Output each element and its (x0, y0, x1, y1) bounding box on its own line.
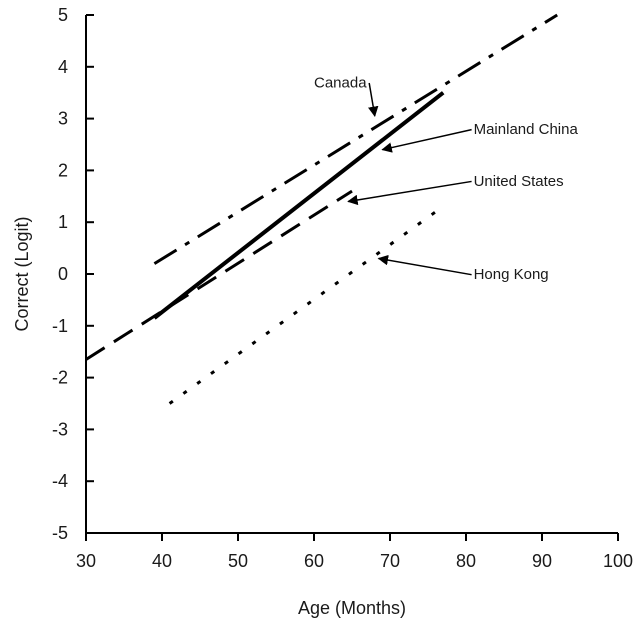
y-axis-title: Correct (Logit) (12, 216, 32, 331)
y-tick-label: 4 (58, 57, 68, 77)
x-tick-label: 60 (304, 551, 324, 571)
x-tick-label: 100 (603, 551, 633, 571)
series-arrow-hong-kong (377, 254, 472, 276)
y-tick-label: -5 (52, 523, 68, 543)
y-tick-label: -1 (52, 316, 68, 336)
x-tick-label: 90 (532, 551, 552, 571)
y-tick-label: 5 (58, 5, 68, 25)
y-tick-label: -4 (52, 471, 68, 491)
series-line-hong-kong (168, 210, 437, 405)
series-arrow-canada (368, 82, 379, 118)
series-line-canada (153, 13, 558, 265)
series-line-united-states (85, 189, 353, 361)
series-label-mainland-china: Mainland China (474, 121, 579, 138)
x-tick-label: 30 (76, 551, 96, 571)
x-axis-ticks: 30 40 50 60 70 80 90 100 (76, 533, 633, 571)
series-annotations: Canada Mainland China United States Hong Ko… (314, 75, 578, 284)
y-tick-label: -3 (52, 419, 68, 439)
series-label-canada: Canada (314, 75, 367, 92)
y-tick-label: 1 (58, 212, 68, 232)
x-tick-label: 40 (152, 551, 172, 571)
y-tick-label: -2 (52, 368, 68, 388)
series-label-hong-kong: Hong Kong (474, 266, 549, 283)
x-tick-label: 80 (456, 551, 476, 571)
series-lines (85, 13, 558, 405)
x-tick-label: 50 (228, 551, 248, 571)
y-tick-label: 3 (58, 109, 68, 129)
series-arrow-mainland-china (381, 128, 472, 153)
x-tick-label: 70 (380, 551, 400, 571)
series-line-mainland-china (153, 91, 445, 320)
y-axis-ticks: 5 4 3 2 1 0 -1 -2 -3 -4 -5 (52, 5, 94, 543)
series-arrow-united-states (347, 180, 472, 206)
y-tick-label: 0 (58, 264, 68, 284)
x-axis-title: Age (Months) (298, 598, 406, 618)
y-tick-label: 2 (58, 160, 68, 180)
series-label-united-states: United States (474, 173, 564, 190)
